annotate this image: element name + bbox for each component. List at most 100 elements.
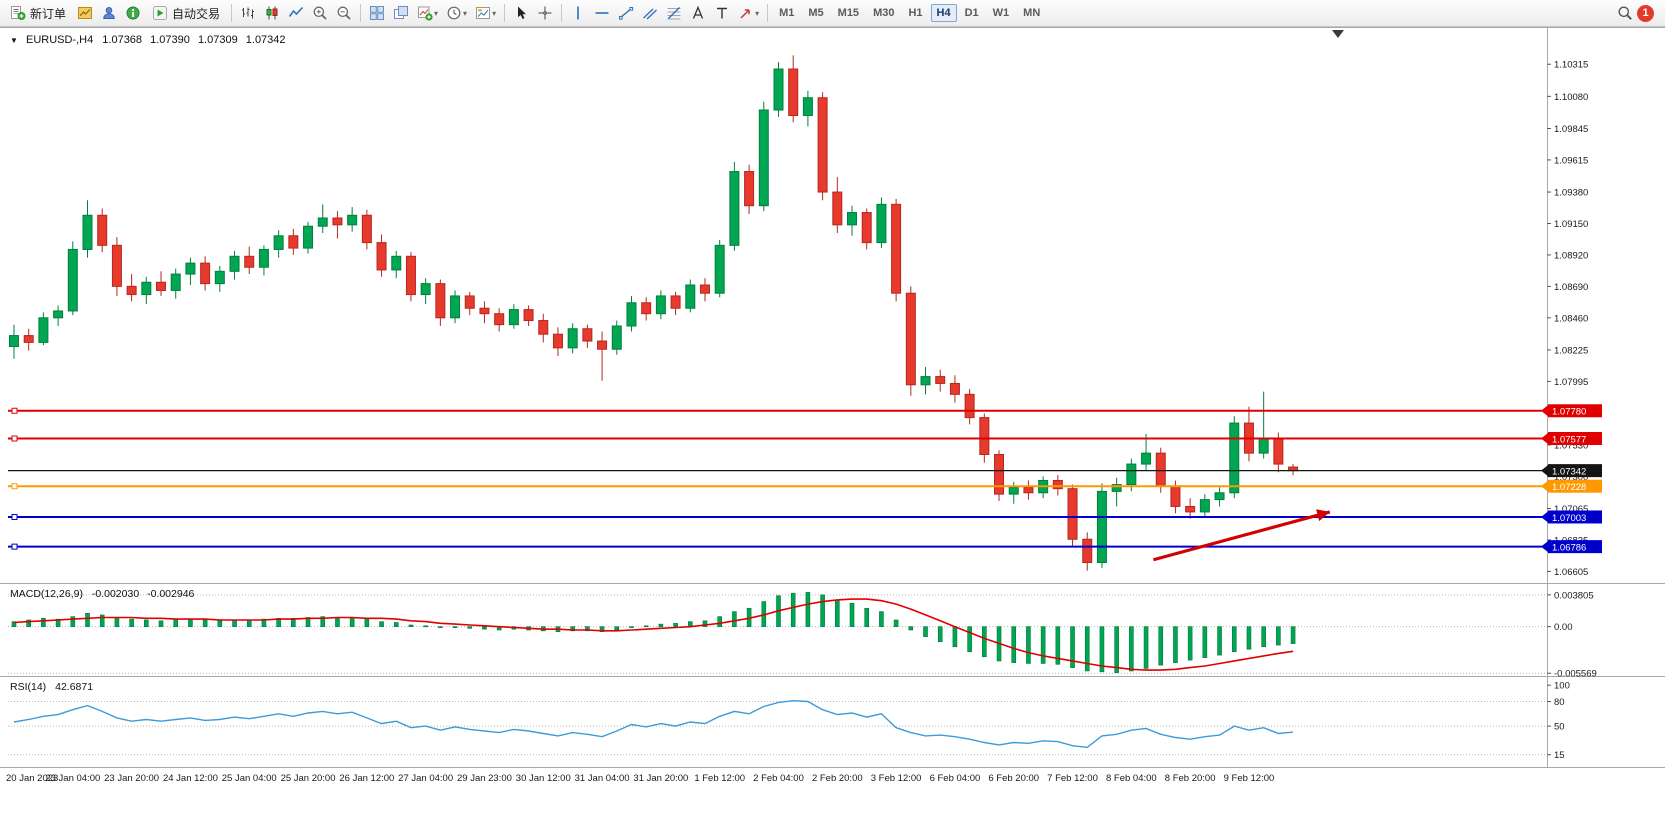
bar-chart-button[interactable] xyxy=(236,2,260,24)
new-order-icon xyxy=(11,6,26,20)
new-order-button[interactable]: 新订单 xyxy=(3,2,73,25)
line-anchor-handle[interactable] xyxy=(11,435,18,442)
add-indicator-button[interactable]: ▾ xyxy=(413,2,442,24)
vertical-line-button[interactable] xyxy=(566,2,590,24)
tf-button-mn[interactable]: MN xyxy=(1023,7,1041,19)
scripts-icon xyxy=(126,6,140,20)
quotes-button[interactable] xyxy=(73,2,97,24)
macd-main-value: -0.002030 xyxy=(92,588,139,600)
ohlc-collapse-icon[interactable]: ▼ xyxy=(10,36,18,45)
zoom-in-button[interactable] xyxy=(308,2,332,24)
top-toolbar: 新订单 自动交易 ▾ ▾ ▾ ▾ M1 M5 M15 M30 H1 H4 D1 … xyxy=(0,0,1665,27)
svg-text:1.07003: 1.07003 xyxy=(1552,513,1586,524)
svg-text:1.07228: 1.07228 xyxy=(1552,482,1586,493)
label-button[interactable] xyxy=(710,2,734,24)
macd-name: MACD(12,26,9) xyxy=(10,588,83,600)
dropdown-caret-icon: ▾ xyxy=(463,8,468,18)
crosshair-icon xyxy=(538,6,552,20)
chart-shift-marker[interactable] xyxy=(1332,30,1344,38)
trend-arrow-object[interactable] xyxy=(1152,509,1331,562)
toolbar-separator xyxy=(561,4,563,22)
svg-text:1.09845: 1.09845 xyxy=(1554,124,1588,135)
periods-clock-icon xyxy=(447,6,461,20)
svg-text:-0.005569: -0.005569 xyxy=(1554,669,1597,680)
svg-text:31 Jan 20:00: 31 Jan 20:00 xyxy=(633,773,688,784)
tf-button-m15[interactable]: M15 xyxy=(837,7,860,19)
tf-button-m1[interactable]: M1 xyxy=(779,7,795,19)
rsi-line xyxy=(13,699,1294,749)
svg-text:8 Feb 20:00: 8 Feb 20:00 xyxy=(1165,773,1216,784)
trendline-button[interactable] xyxy=(614,2,638,24)
crosshair-button[interactable] xyxy=(533,2,557,24)
search-button[interactable] xyxy=(1613,2,1637,24)
svg-text:0.00: 0.00 xyxy=(1554,622,1573,633)
profiles-button[interactable] xyxy=(97,2,121,24)
line-anchor-handle[interactable] xyxy=(11,513,18,520)
scripts-button[interactable] xyxy=(121,2,145,24)
svg-text:1.08920: 1.08920 xyxy=(1554,250,1588,261)
tf-button-h4[interactable]: H4 xyxy=(930,4,957,22)
dropdown-caret-icon: ▾ xyxy=(755,8,760,18)
arrows-button[interactable]: ▾ xyxy=(734,2,763,24)
svg-text:7 Feb 12:00: 7 Feb 12:00 xyxy=(1047,773,1098,784)
horizontal-line-button[interactable] xyxy=(590,2,614,24)
notification-badge[interactable]: 1 xyxy=(1637,4,1654,22)
toolbar-separator xyxy=(767,4,769,22)
svg-text:1.09380: 1.09380 xyxy=(1554,188,1588,199)
tile-windows-button[interactable] xyxy=(365,2,389,24)
tf-button-h1[interactable]: H1 xyxy=(908,7,923,19)
low-value: 1.07309 xyxy=(198,34,238,46)
tf-button-d1[interactable]: D1 xyxy=(964,7,979,19)
tile-windows-icon xyxy=(370,6,385,20)
svg-text:1.07577: 1.07577 xyxy=(1552,434,1586,445)
zoom-in-icon xyxy=(313,6,327,20)
text-button[interactable] xyxy=(686,2,710,24)
price-badges: 1.07780 1.07577 1.07228 1.07003 1.06786 1.073… xyxy=(1541,404,1602,553)
trendline-icon xyxy=(619,7,634,20)
svg-text:1.07995: 1.07995 xyxy=(1554,377,1588,388)
periods-button[interactable]: ▾ xyxy=(442,2,471,24)
add-indicator-icon xyxy=(418,6,433,21)
line-chart-button[interactable] xyxy=(284,2,308,24)
pane-separators[interactable] xyxy=(0,27,1665,768)
svg-text:1.06786: 1.06786 xyxy=(1552,542,1586,553)
tf-button-m5[interactable]: M5 xyxy=(808,7,824,19)
price-level-lines[interactable] xyxy=(8,407,1547,550)
zoom-out-button[interactable] xyxy=(332,2,356,24)
rsi-label: RSI(14) 42.6871 xyxy=(10,681,93,693)
svg-text:1.08690: 1.08690 xyxy=(1554,282,1588,293)
line-anchor-handle[interactable] xyxy=(11,483,18,490)
svg-text:23 Jan 04:00: 23 Jan 04:00 xyxy=(45,773,100,784)
svg-text:100: 100 xyxy=(1554,681,1570,692)
svg-text:25 Jan 20:00: 25 Jan 20:00 xyxy=(281,773,336,784)
cursor-button[interactable] xyxy=(509,2,533,24)
fibonacci-icon xyxy=(667,7,681,20)
tf-button-m30[interactable]: M30 xyxy=(873,7,895,19)
tf-button-w1[interactable]: W1 xyxy=(992,7,1010,19)
line-anchor-handle[interactable] xyxy=(11,543,18,550)
svg-text:1 Feb 12:00: 1 Feb 12:00 xyxy=(694,773,745,784)
rsi-name: RSI(14) xyxy=(10,681,46,693)
svg-text:25 Jan 04:00: 25 Jan 04:00 xyxy=(222,773,277,784)
open-value: 1.07368 xyxy=(102,34,142,46)
svg-text:1.07342: 1.07342 xyxy=(1552,466,1586,477)
quotes-icon xyxy=(78,7,93,19)
channel-button[interactable] xyxy=(638,2,662,24)
dropdown-caret-icon: ▾ xyxy=(492,8,497,18)
candlestick-chart-icon xyxy=(266,6,278,20)
auto-trading-button[interactable]: 自动交易 xyxy=(145,2,227,25)
line-anchor-handle[interactable] xyxy=(11,407,18,414)
templates-button[interactable]: ▾ xyxy=(471,2,500,24)
vertical-line-icon xyxy=(577,6,579,20)
candlestick-chart-button[interactable] xyxy=(260,2,284,24)
cascade-windows-button[interactable] xyxy=(389,2,413,24)
candlestick-series xyxy=(9,55,1299,571)
svg-text:9 Feb 12:00: 9 Feb 12:00 xyxy=(1224,773,1275,784)
symbol-period-label: EURUSD-,H4 xyxy=(26,34,93,46)
svg-text:1.07530: 1.07530 xyxy=(1554,440,1588,451)
svg-text:2 Feb 20:00: 2 Feb 20:00 xyxy=(812,773,863,784)
svg-text:1.10315: 1.10315 xyxy=(1554,60,1588,71)
fibonacci-button[interactable] xyxy=(662,2,686,24)
